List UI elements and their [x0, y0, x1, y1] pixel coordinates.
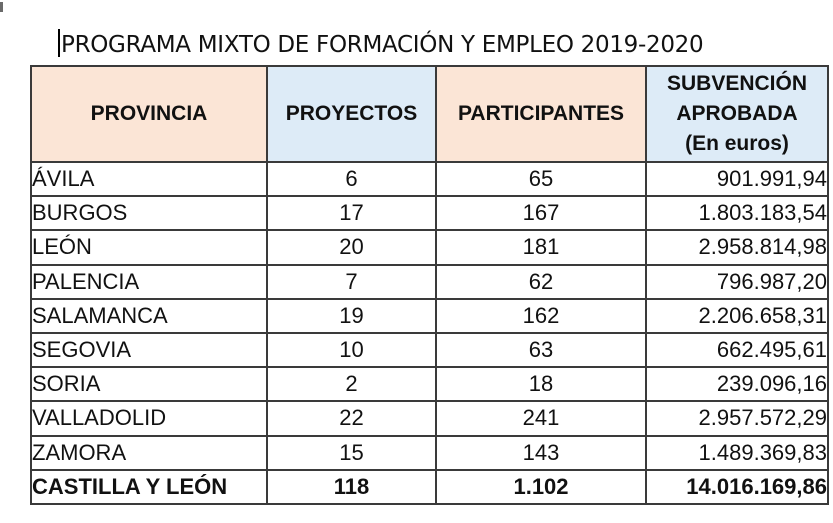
cell-proyectos: 7	[266, 263, 437, 300]
cell-provincia: BURGOS	[30, 195, 268, 232]
total-provincia: CASTILLA Y LEÓN	[30, 468, 268, 505]
cell-subvencion: 796.987,20	[645, 263, 829, 300]
cell-participantes: 18	[435, 366, 647, 403]
header-proyectos: PROYECTOS	[266, 65, 437, 163]
cell-provincia: VALLADOLID	[30, 400, 268, 437]
cell-participantes: 241	[435, 400, 647, 437]
cell-subvencion: 901.991,94	[645, 160, 829, 198]
total-proyectos: 118	[266, 468, 437, 505]
header-row: PROVINCIA PROYECTOS PARTICIPANTES SUBVEN…	[30, 65, 829, 163]
total-subvencion: 14.016.169,86	[645, 468, 829, 505]
data-table: PROVINCIA PROYECTOS PARTICIPANTES SUBVEN…	[30, 65, 829, 505]
cell-proyectos: 15	[266, 434, 437, 471]
cell-participantes: 181	[435, 229, 647, 266]
cell-provincia: LEÓN	[30, 229, 268, 266]
cell-provincia: SORIA	[30, 366, 268, 403]
cell-proyectos: 10	[266, 331, 437, 369]
cell-participantes: 162	[435, 297, 647, 334]
table-row: SALAMANCA 19 162 2.206.658,31	[30, 297, 829, 334]
cell-proyectos: 22	[266, 400, 437, 437]
cell-participantes: 167	[435, 195, 647, 232]
cell-subvencion: 2.206.658,31	[645, 297, 829, 334]
cell-subvencion: 1.803.183,54	[645, 195, 829, 232]
cell-subvencion: 662.495,61	[645, 331, 829, 369]
header-subvencion-line2: APROBADA	[676, 102, 798, 125]
corner-mark	[0, 2, 3, 12]
cell-provincia: PALENCIA	[30, 263, 268, 300]
table-row: PALENCIA 7 62 796.987,20	[30, 263, 829, 300]
cell-provincia: ZAMORA	[30, 434, 268, 471]
cell-provincia: ÁVILA	[30, 160, 268, 198]
header-subvencion: SUBVENCIÓN APROBADA (En euros)	[645, 65, 829, 163]
cell-participantes: 63	[435, 331, 647, 369]
cell-participantes: 143	[435, 434, 647, 471]
table-title: PROGRAMA MIXTO DE FORMACIÓN Y EMPLEO 201…	[58, 26, 818, 64]
table-row: SORIA 2 18 239.096,16	[30, 366, 829, 403]
table-row: ZAMORA 15 143 1.489.369,83	[30, 434, 829, 471]
header-subvencion-line1: SUBVENCIÓN	[666, 72, 808, 95]
header-participantes: PARTICIPANTES	[435, 65, 647, 163]
table-row: VALLADOLID 22 241 2.957.572,29	[30, 400, 829, 437]
text-cursor	[58, 29, 60, 57]
cell-participantes: 62	[435, 263, 647, 300]
cell-proyectos: 6	[266, 160, 437, 198]
cell-subvencion: 2.958.814,98	[645, 229, 829, 266]
table-row: ÁVILA 6 65 901.991,94	[30, 160, 829, 198]
table-row: LEÓN 20 181 2.958.814,98	[30, 229, 829, 266]
cell-subvencion: 1.489.369,83	[645, 434, 829, 471]
cell-proyectos: 17	[266, 195, 437, 232]
header-provincia: PROVINCIA	[30, 65, 268, 163]
table-title-text: PROGRAMA MIXTO DE FORMACIÓN Y EMPLEO 201…	[61, 32, 704, 58]
cell-participantes: 65	[435, 160, 647, 198]
table-row: BURGOS 17 167 1.803.183,54	[30, 195, 829, 232]
cell-proyectos: 20	[266, 229, 437, 266]
total-participantes: 1.102	[435, 468, 647, 505]
total-row: CASTILLA Y LEÓN 118 1.102 14.016.169,86	[30, 468, 829, 505]
cell-proyectos: 2	[266, 366, 437, 403]
cell-provincia: SALAMANCA	[30, 297, 268, 334]
cell-provincia: SEGOVIA	[30, 331, 268, 369]
cell-subvencion: 2.957.572,29	[645, 400, 829, 437]
cell-subvencion: 239.096,16	[645, 366, 829, 403]
table-row: SEGOVIA 10 63 662.495,61	[30, 331, 829, 369]
header-subvencion-line3: (En euros)	[685, 132, 789, 155]
cell-proyectos: 19	[266, 297, 437, 334]
